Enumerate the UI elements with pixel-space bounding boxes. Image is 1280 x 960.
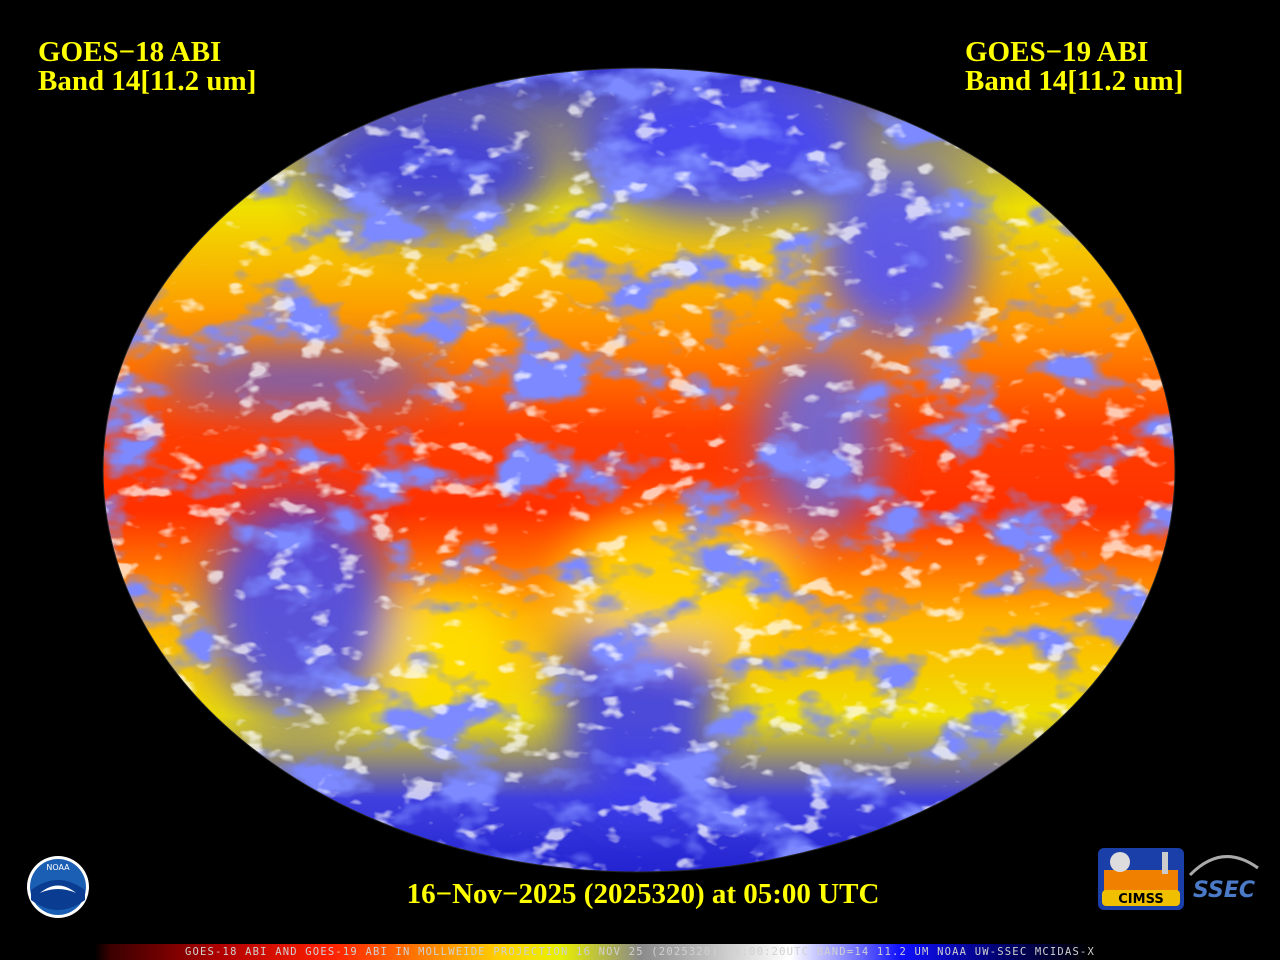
ssec-logo: SSEC xyxy=(1188,855,1259,903)
left-header: GOES−18 ABI Band 14[11.2 um] xyxy=(38,38,256,96)
right-header: GOES−19 ABI Band 14[11.2 um] xyxy=(965,38,1183,96)
cimss-label: CIMSS xyxy=(1118,892,1163,907)
globe-outline xyxy=(102,67,1176,873)
band-label: Band 14[11.2 um] xyxy=(965,65,1184,97)
noaa-label: NOAA xyxy=(46,863,70,872)
cimss-logo: CIMSS xyxy=(1098,848,1184,910)
color-bar xyxy=(0,944,1280,960)
noaa-logo: NOAA xyxy=(27,856,89,918)
satellite-label: GOES−19 ABI xyxy=(965,36,1149,68)
timestamp: 16−Nov−2025 (2025320) at 05:00 UTC xyxy=(406,878,880,910)
satellite-label: GOES−18 ABI xyxy=(38,36,222,68)
band-label: Band 14[11.2 um] xyxy=(38,65,257,97)
footer-text: GOES-18 ABI AND GOES-19 ABI IN MOLLWEIDE… xyxy=(184,946,1096,958)
satellite-image xyxy=(103,68,1175,872)
ssec-label: SSEC xyxy=(1193,878,1255,903)
